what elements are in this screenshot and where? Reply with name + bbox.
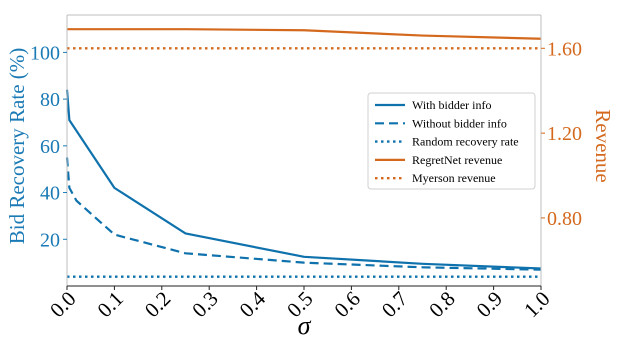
- y-axis-left-label: Bid Recovery Rate (%): [5, 48, 29, 245]
- x-tick-label: 0.1: [92, 287, 128, 323]
- legend-entry: Random recovery rate: [412, 135, 519, 149]
- y-right-tick-label: 1.20: [547, 123, 582, 145]
- legend-entry: Myerson revenue: [412, 171, 496, 185]
- series-line-1: [65, 157, 542, 271]
- legend-box: [367, 92, 536, 190]
- series-lines: [65, 28, 542, 278]
- y-right-tick-label: 0.80: [547, 208, 582, 230]
- x-tick-label: 0.4: [235, 286, 271, 322]
- series-line-0: [65, 89, 542, 270]
- x-tick-label: 0.0: [45, 287, 81, 323]
- x-tick-label: 0.9: [472, 287, 508, 323]
- legend-entry: Without bidder info: [412, 116, 507, 130]
- y-left-tick-label: 60: [40, 136, 60, 158]
- x-tick-label: 0.2: [140, 287, 176, 323]
- y-axis-left: 20 40 60 80 100: [30, 42, 67, 251]
- y-axis-right-label: Revenue: [591, 109, 615, 182]
- x-tick-label: 0.3: [187, 287, 223, 323]
- y-left-tick-label: 40: [40, 183, 60, 205]
- y-axis-right: 0.80 1.20 1.60: [541, 38, 582, 230]
- y-left-tick-label: 20: [40, 229, 60, 251]
- x-tick-label: 0.7: [377, 287, 413, 323]
- y-left-tick-label: 100: [30, 42, 60, 64]
- y-right-tick-label: 1.60: [547, 38, 582, 60]
- legend-entry: RegretNet revenue: [412, 153, 502, 167]
- x-tick-label: 0.8: [424, 287, 460, 323]
- legend-entry: With bidder info: [412, 98, 492, 112]
- legend: With bidder info Without bidder info Rando…: [367, 92, 536, 190]
- x-tick-label: 0.6: [329, 287, 365, 323]
- y-left-tick-label: 80: [40, 89, 60, 111]
- series-line-3: [67, 28, 542, 40]
- x-axis-label: σ: [298, 311, 312, 340]
- x-tick-label: 1.0: [519, 287, 555, 323]
